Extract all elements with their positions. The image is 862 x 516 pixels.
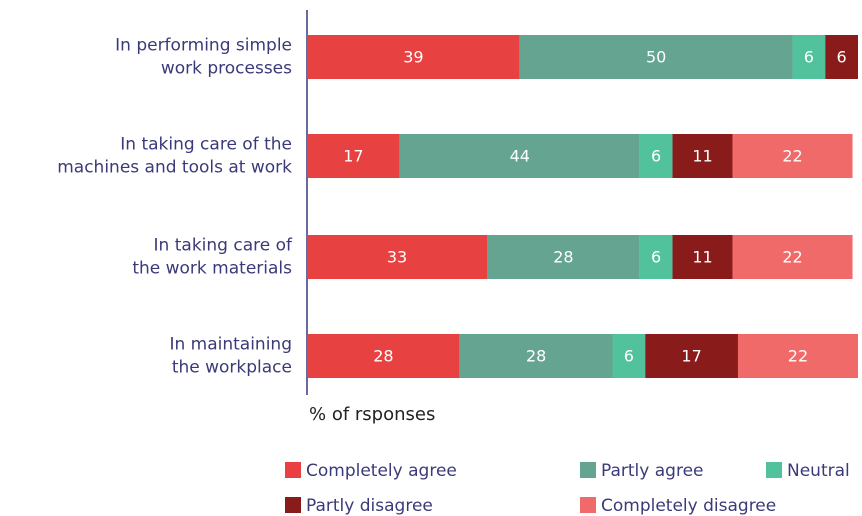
legend-swatch: [580, 462, 596, 478]
data-label: 6: [804, 48, 814, 67]
category-label-line: the work materials: [132, 259, 292, 279]
legend-swatch: [285, 462, 301, 478]
axis-label: % of rsponses: [309, 404, 435, 425]
bar-segment: [307, 334, 460, 378]
data-label: 28: [553, 248, 573, 267]
category-label: In maintaining the workplace: [169, 335, 292, 378]
bar-segment: [737, 334, 858, 378]
bar-segment: [459, 334, 613, 378]
data-label: 6: [837, 48, 847, 67]
data-label: 22: [782, 248, 802, 267]
bar-segment: [645, 334, 738, 378]
bar-segment: [732, 134, 853, 178]
bar-segment: [672, 235, 733, 279]
bar-segment: [639, 134, 673, 178]
category-label-line: the workplace: [172, 358, 292, 378]
data-label: 22: [782, 147, 802, 166]
data-label: 28: [526, 347, 546, 366]
bar-segment: [307, 35, 520, 79]
bar-segment: [487, 235, 640, 279]
data-label: 11: [692, 248, 712, 267]
data-label: 11: [692, 147, 712, 166]
legend-label: Partly agree: [601, 461, 704, 481]
category-label: In taking care of the work materials: [132, 236, 293, 279]
data-label: 39: [403, 48, 423, 67]
bar-segment: [825, 35, 858, 79]
bar-segment: [672, 134, 733, 178]
data-label: 22: [788, 347, 808, 366]
bar-segment: [639, 235, 673, 279]
legend-label: Neutral: [787, 461, 850, 481]
data-label: 50: [646, 48, 666, 67]
data-label: 17: [681, 347, 701, 366]
data-label: 6: [651, 147, 661, 166]
category-label-line: In taking care of: [154, 236, 293, 256]
category-label: In taking care of the machines and tools …: [57, 135, 292, 178]
data-label: 44: [510, 147, 530, 166]
legend-swatch: [766, 462, 782, 478]
bar-segment: [307, 235, 488, 279]
data-label: 17: [343, 147, 363, 166]
category-label-line: work processes: [161, 59, 292, 79]
bar-segment: [732, 235, 853, 279]
legend-label: Completely agree: [306, 461, 457, 481]
category-label-line: In maintaining: [169, 335, 292, 355]
bar-segment: [612, 334, 646, 378]
data-label: 28: [373, 347, 393, 366]
legend-label: Completely disagree: [601, 496, 776, 516]
bar-segment: [399, 134, 640, 178]
legend-swatch: [285, 497, 301, 513]
bar-segment: [792, 35, 826, 79]
bar-segment: [307, 134, 400, 178]
legend-label: Partly disagree: [306, 496, 433, 516]
category-label-line: In taking care of the: [120, 135, 292, 155]
data-label: 33: [387, 248, 407, 267]
category-label-line: In performing simple: [115, 36, 292, 56]
data-label: 6: [624, 347, 634, 366]
category-label-line: machines and tools at work: [57, 158, 292, 178]
bar-segment: [519, 35, 793, 79]
data-label: 6: [651, 248, 661, 267]
category-label: In performing simple work processes: [115, 36, 292, 79]
legend-swatch: [580, 497, 596, 513]
